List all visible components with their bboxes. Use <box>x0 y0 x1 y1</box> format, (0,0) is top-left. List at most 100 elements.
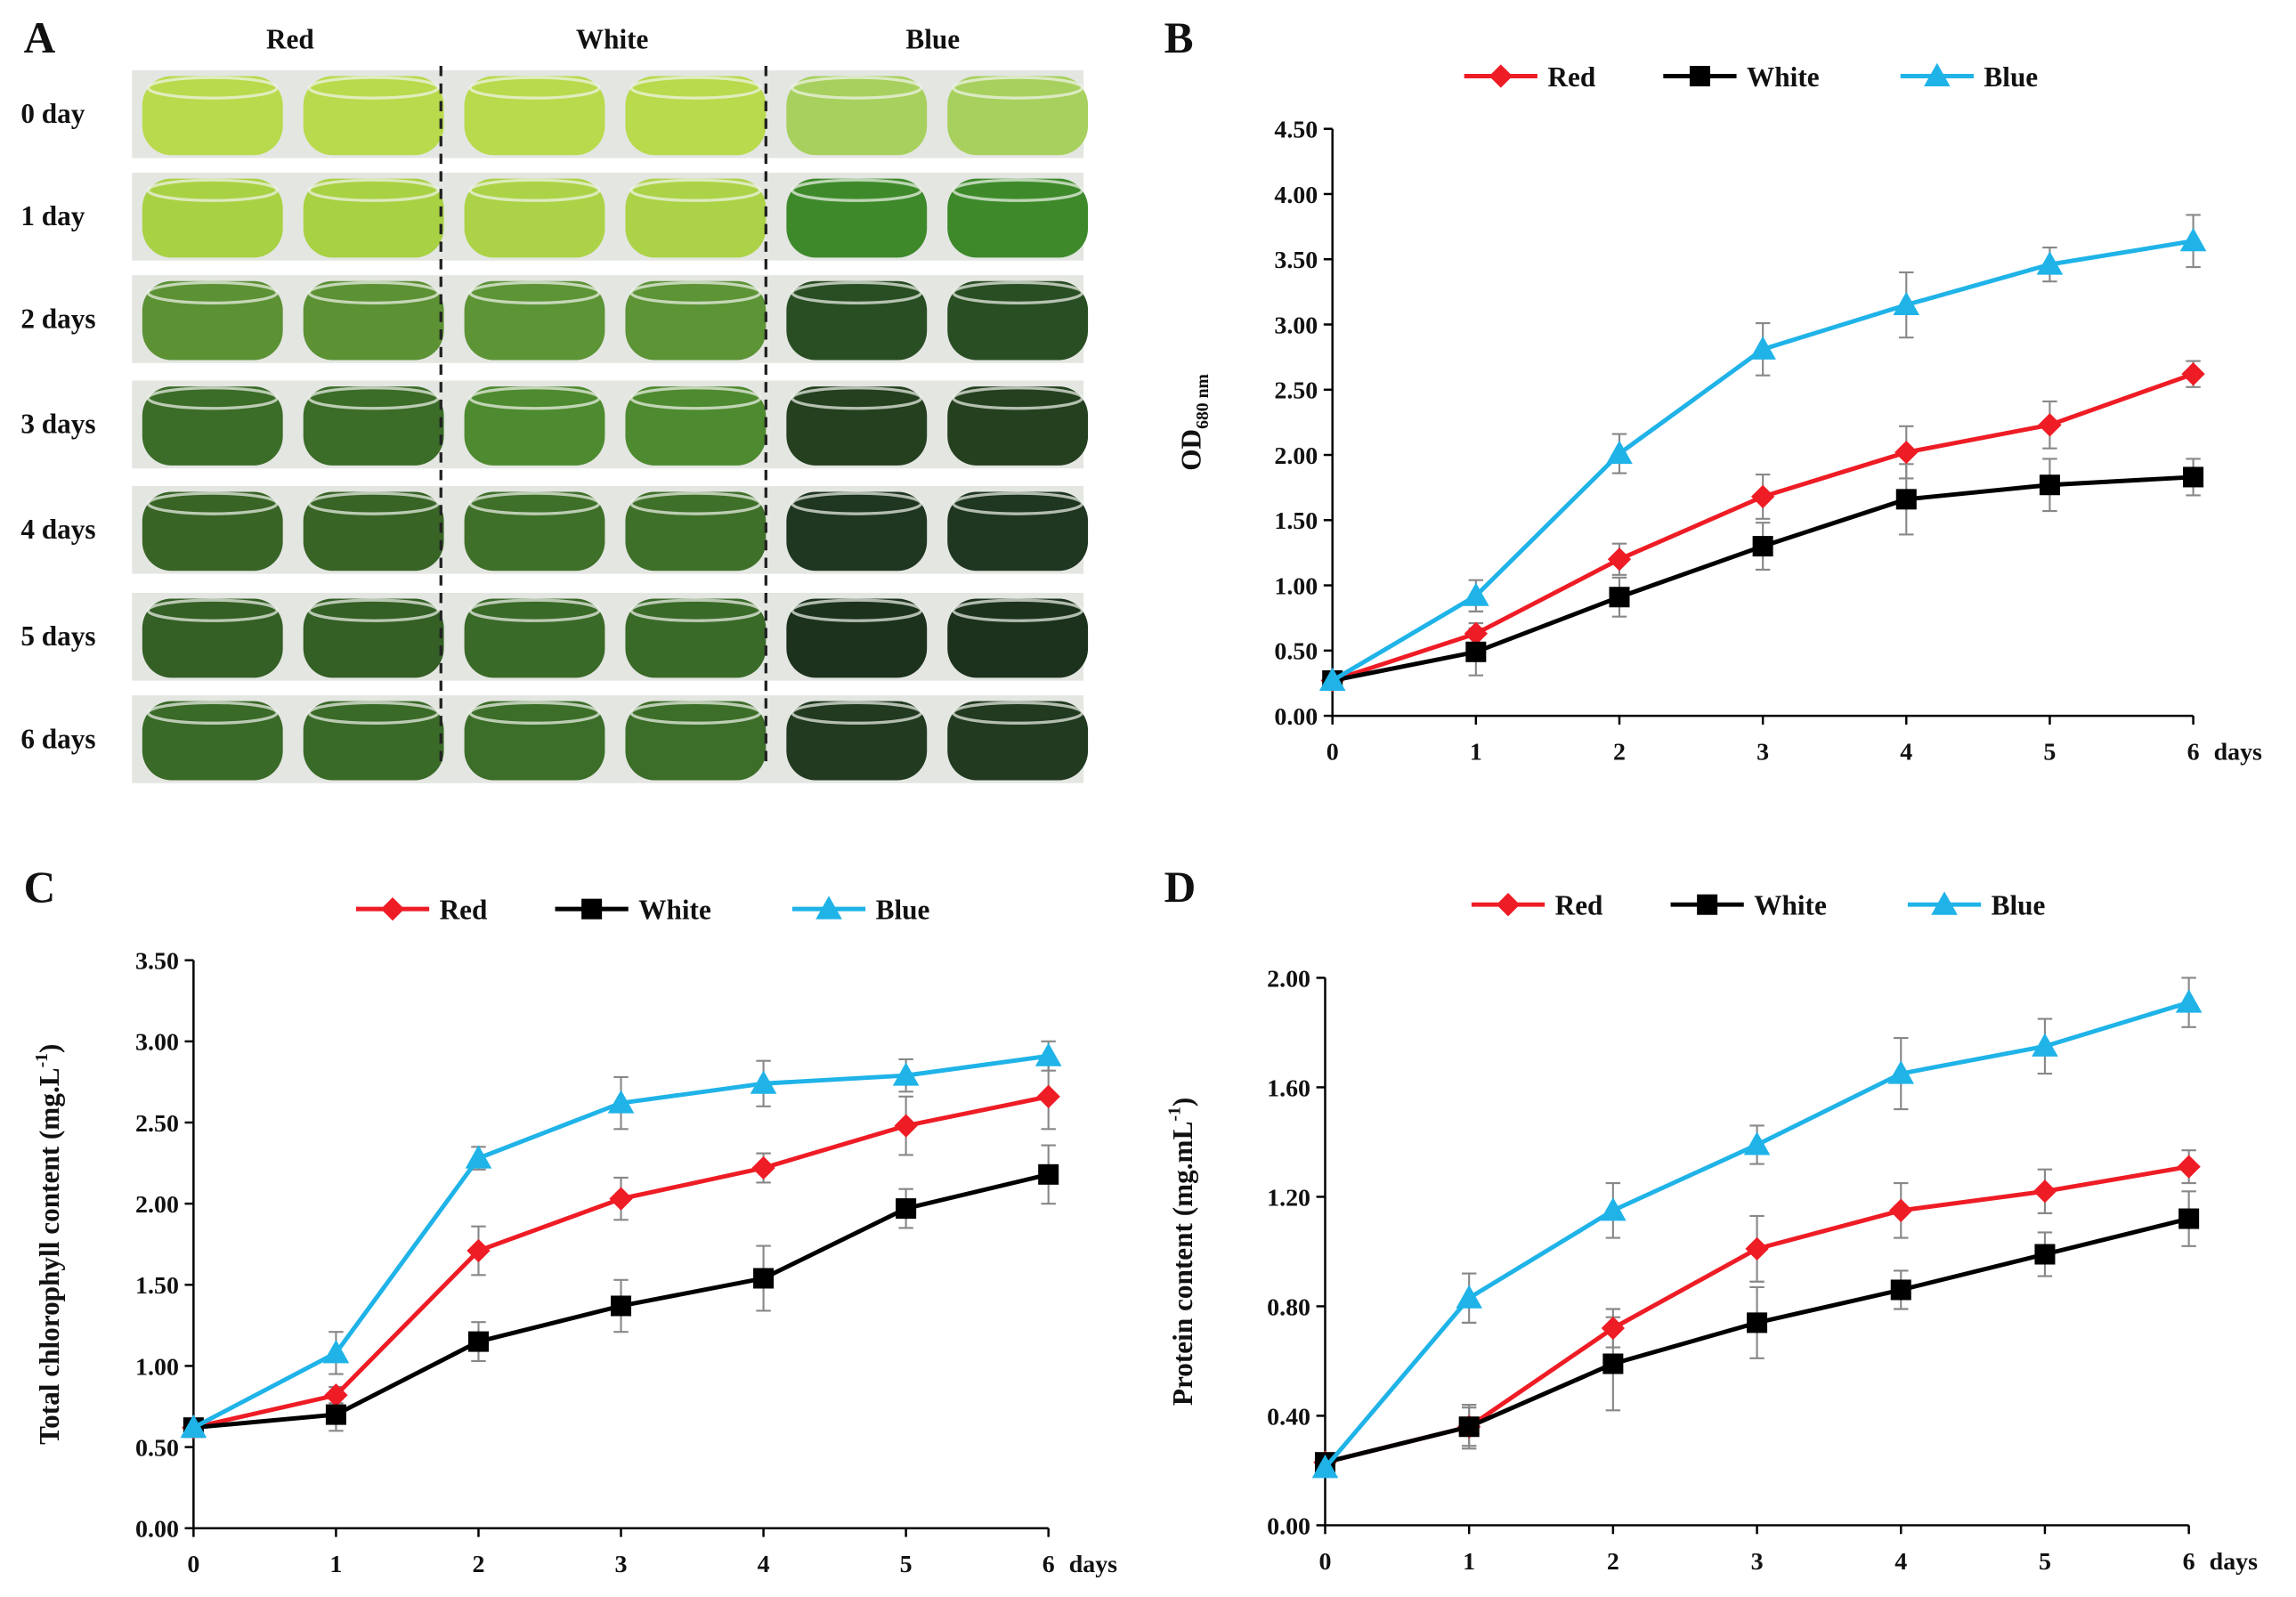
data-point <box>1894 440 1919 465</box>
flask-rim <box>791 178 923 202</box>
column-label: White <box>576 23 649 54</box>
flask <box>303 598 444 678</box>
flask <box>786 178 928 258</box>
legend-marker <box>1931 891 1958 915</box>
y-axis-label: Total chlorophyll content (mg.L-1) <box>32 1044 65 1445</box>
y-tick-label: 0.40 <box>1267 1403 1310 1431</box>
legend-marker <box>1496 893 1521 917</box>
row-label: 0 day <box>20 98 85 129</box>
legend-label: Red <box>440 895 488 926</box>
x-tick-label: 0 <box>1318 1548 1331 1576</box>
y-tick-label: 3.00 <box>135 1029 179 1057</box>
flask <box>786 598 928 678</box>
data-point <box>607 1090 635 1114</box>
y-tick-label: 4.00 <box>1274 182 1318 209</box>
legend-label: Blue <box>1992 890 2046 921</box>
flask <box>786 280 928 361</box>
y-tick-label: 3.50 <box>135 948 179 976</box>
x-tick-label: 3 <box>615 1551 628 1578</box>
flask-rim <box>629 178 762 202</box>
flask-rim <box>468 178 601 202</box>
data-point <box>1743 1131 1771 1155</box>
flask <box>142 491 283 572</box>
flask-rim <box>952 386 1084 410</box>
panel-label: C <box>24 863 56 912</box>
data-point <box>1887 1060 1915 1084</box>
flask-rim <box>468 76 601 100</box>
flask <box>947 598 1089 678</box>
data-point <box>325 1404 346 1425</box>
flask <box>464 598 605 678</box>
column-label: Blue <box>905 23 960 54</box>
legend-marker <box>1924 62 1951 87</box>
y-tick-label: 0.50 <box>135 1434 179 1462</box>
data-point <box>1034 1042 1062 1066</box>
flask <box>786 76 928 156</box>
x-tick-label: 5 <box>2039 1548 2051 1576</box>
x-axis-label: days <box>1069 1551 1117 1578</box>
data-point <box>894 1114 918 1138</box>
y-tick-label: 3.00 <box>1274 312 1318 339</box>
y-tick-label: 2.00 <box>135 1191 179 1219</box>
x-tick-label: 6 <box>2183 1548 2195 1576</box>
flask <box>625 178 767 258</box>
legend-marker <box>380 896 405 921</box>
legend-label: White <box>1754 890 1827 921</box>
flask-rim <box>629 76 762 100</box>
flask-rim <box>146 598 279 622</box>
flask-rim <box>952 178 1084 202</box>
data-point <box>1458 1416 1480 1438</box>
flask-rim <box>307 598 440 622</box>
data-point <box>2183 466 2204 488</box>
x-tick-label: 5 <box>2043 738 2056 766</box>
data-point <box>1749 336 1776 360</box>
x-tick-label: 4 <box>1900 738 1912 766</box>
flask <box>947 386 1089 466</box>
x-tick-label: 6 <box>1043 1551 1055 1578</box>
legend-marker <box>815 896 842 920</box>
flask <box>142 598 283 678</box>
y-tick-label: 1.50 <box>1274 507 1318 535</box>
y-tick-label: 2.50 <box>1274 377 1318 405</box>
flask-rim <box>146 76 279 100</box>
data-point <box>2039 474 2060 496</box>
data-point <box>1456 1285 1482 1309</box>
flask <box>947 701 1089 781</box>
data-point <box>1463 582 1489 606</box>
data-point <box>1895 489 1917 510</box>
flask-rim <box>307 76 440 100</box>
x-axis-label: days <box>2210 1548 2258 1576</box>
flask-rim <box>952 701 1084 725</box>
flask-rim <box>146 491 279 515</box>
legend-label: Red <box>1547 61 1595 93</box>
flask-rim <box>629 598 762 622</box>
data-point <box>1893 291 1920 316</box>
column-label: Red <box>266 23 314 54</box>
flask <box>303 76 444 156</box>
legend-marker <box>1689 65 1710 87</box>
y-label-text: Protein content (mg.mL <box>1167 1122 1198 1406</box>
x-tick-label: 2 <box>1613 738 1626 766</box>
flask-rim <box>307 386 440 410</box>
flask-rim <box>468 491 601 515</box>
flask <box>303 178 444 258</box>
flask-rim <box>629 386 762 410</box>
y-tick-label: 0.00 <box>1267 1512 1310 1540</box>
flask <box>625 598 767 678</box>
data-point <box>1750 484 1775 509</box>
panel-label: B <box>1164 13 1194 62</box>
legend-label: White <box>1747 61 1820 93</box>
x-tick-label: 3 <box>1756 738 1769 766</box>
data-point <box>1747 1312 1768 1334</box>
data-point <box>609 1187 633 1211</box>
flask <box>786 491 928 572</box>
flask-rim <box>307 701 440 725</box>
data-point <box>2038 413 2062 437</box>
flask <box>464 701 605 781</box>
data-point <box>1889 1198 1913 1222</box>
data-point <box>892 1062 920 1086</box>
x-tick-label: 0 <box>187 1551 199 1578</box>
